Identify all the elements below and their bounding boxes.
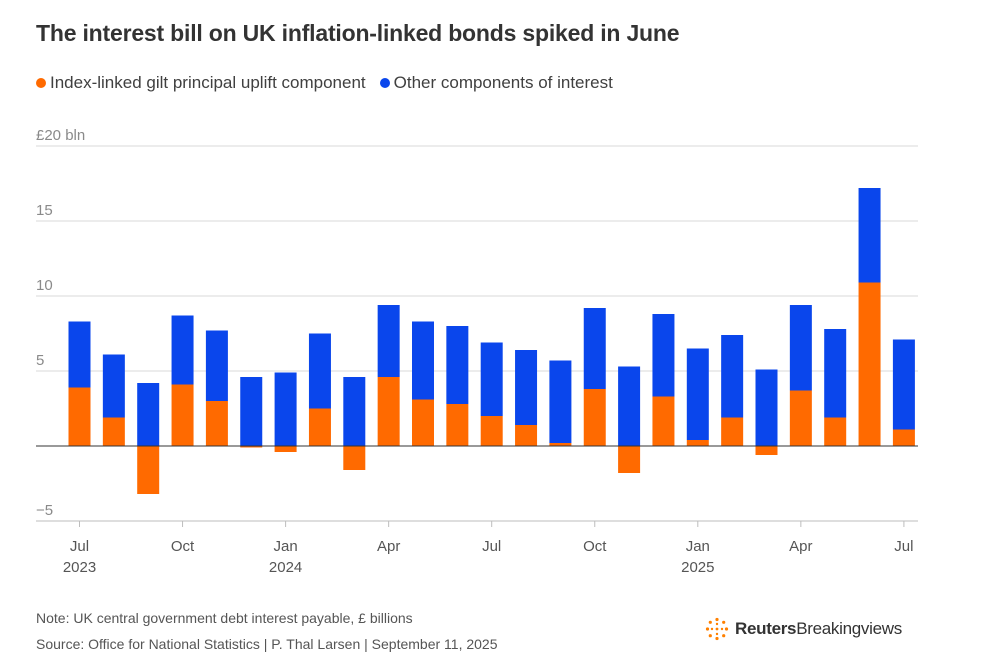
reuters-breakingviews-logo: Reuters Breakingviews xyxy=(705,617,902,641)
bar-uplift xyxy=(171,384,194,446)
bar-uplift xyxy=(652,396,675,446)
bar-uplift xyxy=(274,446,297,452)
bar-other xyxy=(549,360,572,443)
bar-uplift xyxy=(549,443,572,446)
bar-uplift xyxy=(858,282,881,446)
bar-uplift xyxy=(583,389,606,446)
bar-uplift xyxy=(892,429,915,446)
bar-other xyxy=(308,333,331,409)
x-tick-label: Jul xyxy=(894,538,913,555)
brand-name: Reuters xyxy=(735,619,797,638)
brand-suffix: Breakingviews xyxy=(796,619,902,638)
bar-other xyxy=(652,314,675,397)
reuters-logo-icon xyxy=(705,617,729,641)
y-tick-label: 10 xyxy=(36,277,53,294)
bar-uplift xyxy=(755,446,778,455)
x-tick-year-label: 2025 xyxy=(681,559,714,576)
legend-swatch-uplift xyxy=(36,78,46,88)
bar-uplift xyxy=(102,417,125,446)
bar-other xyxy=(412,321,434,400)
bar-uplift xyxy=(308,408,331,446)
bar-uplift xyxy=(721,417,744,446)
y-tick-label: 15 xyxy=(36,202,53,219)
bar-other xyxy=(240,377,263,446)
x-tick-label: Jan xyxy=(686,538,710,555)
y-unit-label: £20 bln xyxy=(36,127,85,144)
bar-uplift xyxy=(68,387,91,446)
bar-uplift xyxy=(412,399,434,446)
bar-other xyxy=(583,308,606,389)
bar-other xyxy=(892,339,915,430)
bar-other xyxy=(274,372,297,446)
bar-other xyxy=(102,354,125,418)
bar-other xyxy=(480,342,503,416)
bar-uplift xyxy=(240,446,263,448)
bar-other xyxy=(789,305,812,391)
bar-uplift xyxy=(446,404,469,446)
chart-legend: Index-linked gilt principal uplift compo… xyxy=(36,73,627,93)
legend-swatch-other xyxy=(379,78,390,88)
bar-other xyxy=(824,329,847,418)
legend-label-uplift: Index-linked gilt principal uplift compo… xyxy=(50,73,366,92)
bar-other xyxy=(755,369,778,446)
bar-other xyxy=(721,335,744,418)
bar-other xyxy=(68,321,91,388)
bar-other xyxy=(171,315,194,385)
bar-other xyxy=(205,330,228,401)
legend-item-other: Other components of interest xyxy=(379,73,613,93)
bar-uplift xyxy=(480,416,503,446)
bar-uplift xyxy=(137,446,160,494)
x-tick-year-label: 2023 xyxy=(63,559,96,576)
x-tick-label: Oct xyxy=(583,538,607,555)
bar-other xyxy=(686,348,709,440)
legend-item-uplift: Index-linked gilt principal uplift compo… xyxy=(36,73,366,93)
x-tick-label: Apr xyxy=(789,538,812,555)
x-tick-year-label: 2024 xyxy=(269,559,302,576)
bar-uplift xyxy=(515,425,538,446)
chart-source: Source: Office for National Statistics |… xyxy=(36,636,498,652)
bar-uplift xyxy=(618,446,641,473)
bar-other xyxy=(515,350,538,425)
x-tick-label: Apr xyxy=(377,538,400,555)
bar-uplift xyxy=(377,377,400,446)
x-tick-label: Jul xyxy=(70,538,89,555)
bar-uplift xyxy=(343,446,366,470)
x-tick-label: Jul xyxy=(482,538,501,555)
bar-uplift xyxy=(686,440,709,446)
bar-uplift xyxy=(824,417,847,446)
legend-label-other: Other components of interest xyxy=(393,73,613,92)
bar-other xyxy=(446,326,469,404)
bar-other xyxy=(858,188,881,283)
x-tick-label: Oct xyxy=(171,538,195,555)
bar-other xyxy=(343,377,366,446)
chart-title: The interest bill on UK inflation-linked… xyxy=(36,20,680,46)
stacked-bar-chart: £20 bln −5 5 10 15 Jul 2023 Oct Jan 2024 Apr Jul Oct… xyxy=(36,127,918,576)
y-tick-label: −5 xyxy=(36,502,53,519)
bar-uplift xyxy=(789,390,812,446)
bar-other xyxy=(377,305,400,377)
chart-note: Note: UK central government debt interes… xyxy=(36,610,413,626)
bar-uplift xyxy=(205,401,228,446)
bar-other xyxy=(137,383,160,446)
y-tick-label: 5 xyxy=(36,352,44,369)
bar-other xyxy=(618,366,641,446)
x-tick-label: Jan xyxy=(274,538,298,555)
